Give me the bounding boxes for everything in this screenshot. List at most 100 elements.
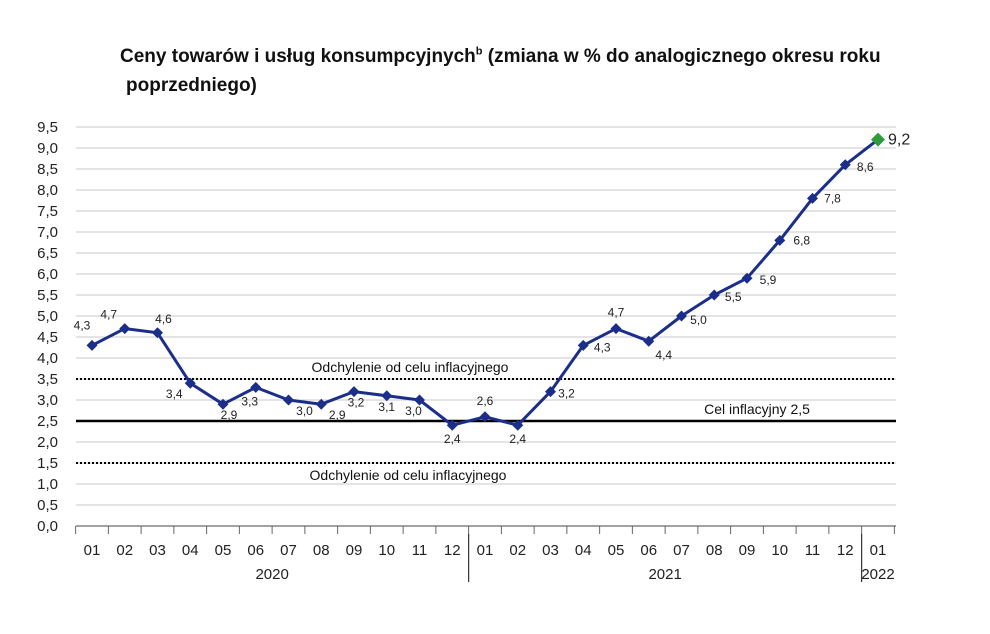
- data-point-marker: [708, 289, 720, 301]
- deviation-label: Odchylenie od celu inflacyjnego: [310, 467, 507, 483]
- y-tick-label: 5,0: [37, 308, 58, 325]
- y-tick-label: 5,5: [37, 287, 58, 304]
- data-label: 4,6: [155, 312, 172, 326]
- data-label: 3,3: [241, 394, 258, 408]
- data-point-marker: [479, 411, 491, 423]
- x-tick-label: 02: [509, 542, 526, 559]
- data-point-marker: [577, 339, 589, 351]
- data-point-marker: [774, 234, 786, 246]
- chart-title-superscript: b: [475, 45, 483, 58]
- data-point-marker: [741, 272, 753, 284]
- chart-title-rest: (zmiana w % do analogicznego okresu roku: [482, 46, 881, 67]
- x-tick-label: 12: [444, 542, 461, 559]
- y-tick-label: 6,0: [37, 266, 58, 283]
- x-tick-label: 01: [870, 542, 887, 559]
- year-label: 2021: [648, 566, 681, 583]
- data-point-marker: [610, 323, 622, 335]
- data-labels: 4,34,7 4,63,42,93,33,0 2,93,2 3,1 3,02,42,62…: [74, 132, 911, 447]
- x-tick-label: 11: [412, 542, 428, 559]
- data-label: 5,9: [760, 273, 777, 287]
- data-label: 5,5: [725, 290, 742, 304]
- x-tick-label: 01: [477, 542, 494, 559]
- data-label: 3,1: [378, 400, 395, 414]
- data-point-marker: [839, 159, 851, 171]
- chart-title-line2: poprzedniego): [126, 75, 257, 96]
- data-label: 4,3: [594, 340, 611, 354]
- y-tick-label: 3,5: [37, 371, 58, 388]
- data-label: 3,4: [166, 387, 183, 401]
- data-point-marker: [446, 419, 458, 431]
- data-label: 6,8: [793, 233, 810, 247]
- data-label: 7,8: [824, 191, 841, 205]
- x-tick-label: 03: [149, 542, 166, 559]
- y-tick-label: 7,0: [37, 224, 58, 241]
- x-tick-label: 08: [706, 542, 723, 559]
- x-tick-label: 07: [280, 542, 297, 559]
- data-label: 5,0: [690, 313, 707, 327]
- data-label: 2,9: [221, 408, 238, 422]
- x-tick-label: 06: [640, 542, 657, 559]
- year-label: 2022: [861, 566, 894, 583]
- series-layer: [86, 132, 885, 431]
- x-tick-label: 10: [771, 542, 788, 559]
- data-label: 3,2: [348, 396, 365, 410]
- x-axis: 01 02 03 04 05 06 07 08 09 10 11 12 01 02 03 04 05 06 07 08…: [75, 525, 896, 583]
- x-tick-label: 10: [378, 542, 395, 559]
- x-tick-label: 04: [575, 542, 592, 559]
- data-label: 8,6: [857, 160, 874, 174]
- data-label: 4,4: [655, 348, 672, 362]
- y-tick-label: 4,5: [37, 329, 58, 346]
- data-point-marker: [152, 327, 163, 339]
- data-label: 3,0: [405, 404, 422, 418]
- data-label: 3,0: [296, 404, 313, 418]
- y-tick-label: 9,0: [37, 140, 58, 157]
- data-point-marker: [414, 394, 425, 406]
- data-point-marker: [315, 398, 327, 410]
- deviation-label: Odchylenie od celu inflacyjnego: [312, 359, 509, 375]
- y-tick-label: 8,5: [37, 161, 58, 178]
- y-tick-label: 8,0: [37, 182, 58, 199]
- y-tick-label: 9,5: [37, 119, 58, 136]
- y-tick-label: 1,5: [37, 455, 58, 472]
- x-tick-label: 08: [313, 542, 330, 559]
- x-tick-label: 12: [837, 542, 854, 559]
- data-label: 4,3: [74, 318, 91, 332]
- data-label: 2,6: [477, 394, 494, 408]
- data-label: 2,4: [444, 432, 461, 446]
- data-label: 2,4: [509, 432, 526, 446]
- data-point-marker: [643, 335, 655, 347]
- reference-lines: Cel inflacyjny 2,5 Odchylenie od celu inf…: [76, 359, 896, 483]
- chart-title-main: Ceny towarów i usług konsumpcyjnych: [120, 46, 476, 67]
- x-tick-label: 05: [608, 542, 625, 559]
- y-tick-label: 4,0: [37, 350, 58, 367]
- data-label: 9,2: [888, 132, 910, 149]
- x-tick-label: 05: [215, 542, 232, 559]
- x-tick-label: 04: [182, 542, 199, 559]
- data-label: 2,9: [329, 408, 346, 422]
- y-tick-label: 0,0: [37, 518, 58, 535]
- chart-title: Ceny towarów i usług konsumpcyjnychb (zm…: [120, 42, 960, 100]
- data-point-marker: [86, 339, 98, 351]
- data-point-marker: [676, 310, 687, 322]
- data-label: 4,7: [100, 308, 117, 322]
- y-tick-label: 3,0: [37, 392, 58, 409]
- x-tick-label: 07: [673, 542, 690, 559]
- y-axis: 0,0 0,5 1,0 1,5 2,0 2,5 3,0 3,5 4,0 4,5 5,0 5,5 6,0 6…: [37, 119, 58, 535]
- x-tick-label: 02: [116, 542, 133, 559]
- data-point-marker: [250, 381, 262, 393]
- y-tick-label: 7,5: [37, 203, 58, 220]
- y-tick-label: 1,0: [37, 476, 58, 493]
- data-point-marker: [348, 386, 360, 398]
- data-label: 3,2: [558, 387, 575, 401]
- data-label: 4,7: [608, 306, 625, 320]
- data-point-marker: [512, 419, 524, 431]
- x-tick-label: 01: [84, 542, 101, 559]
- data-point-marker: [807, 192, 818, 204]
- inflation-target-label: Cel inflacyjny 2,5: [704, 401, 810, 417]
- data-point-marker: [217, 398, 229, 410]
- y-tick-label: 0,5: [37, 497, 58, 514]
- data-point-marker: [119, 323, 131, 335]
- data-point-marker: [381, 390, 393, 402]
- x-tick-label: 09: [346, 542, 363, 559]
- y-tick-label: 2,0: [37, 434, 58, 451]
